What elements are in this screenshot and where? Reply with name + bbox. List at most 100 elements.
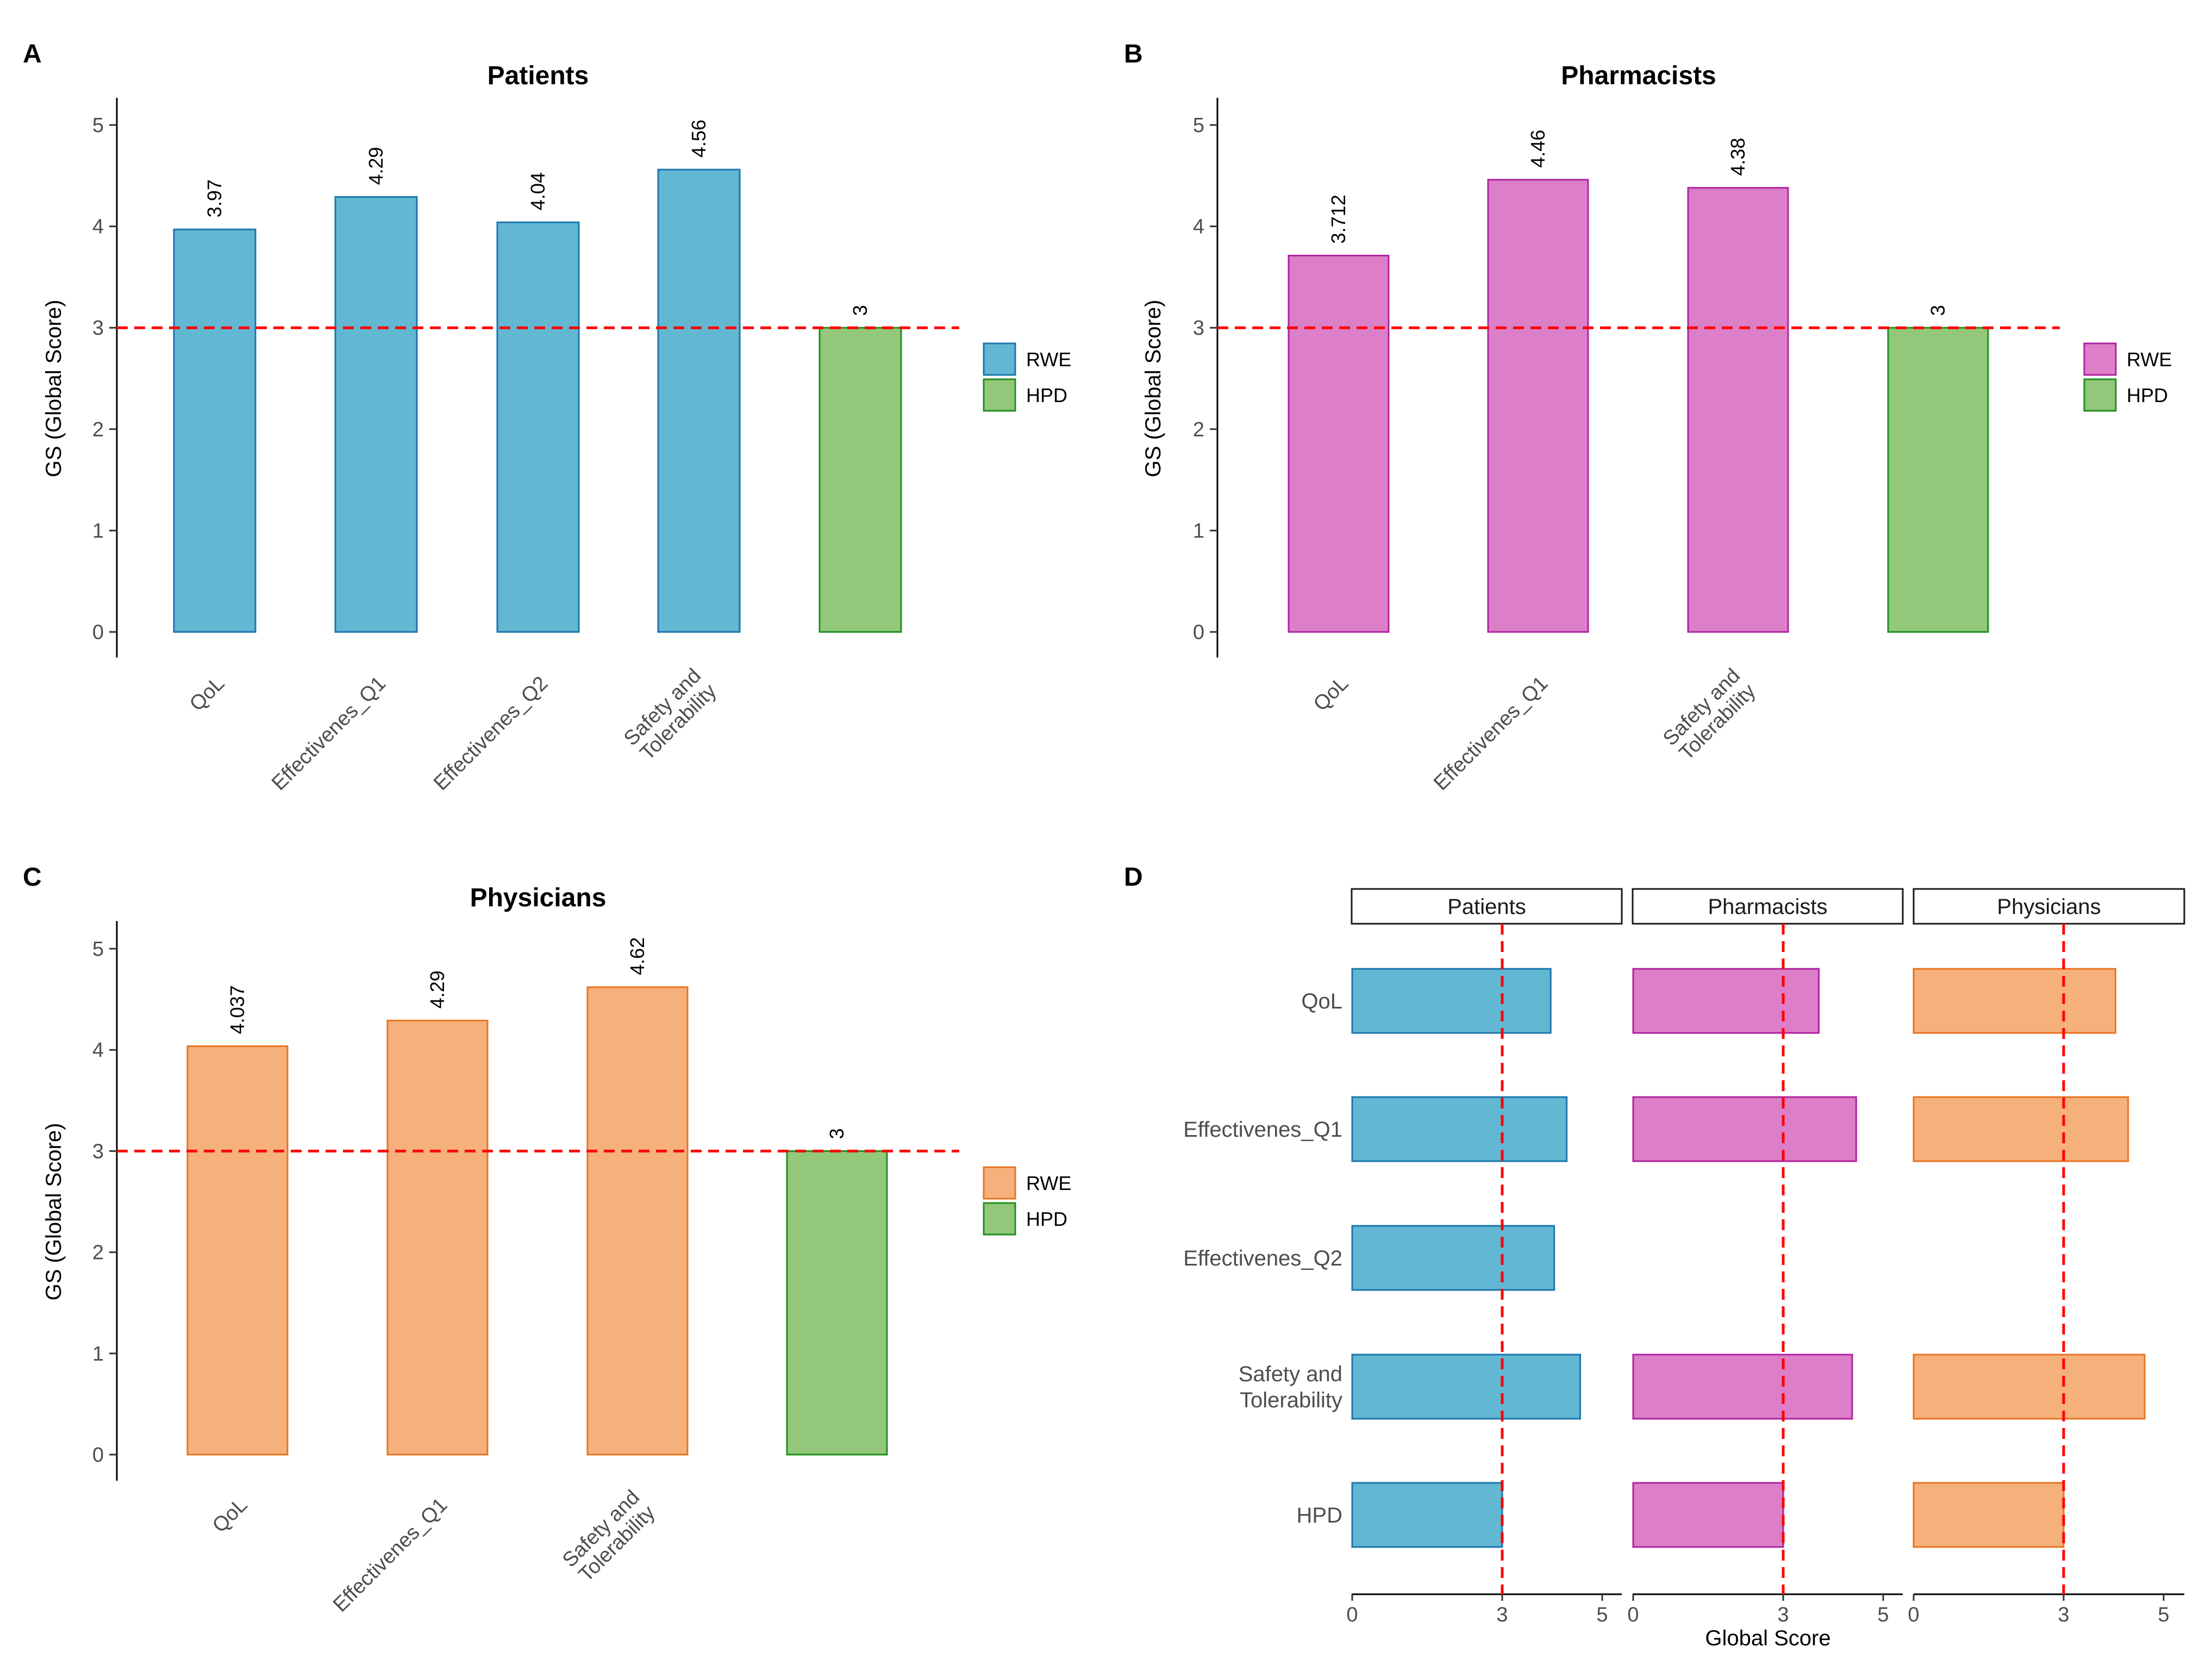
rwe-bar xyxy=(1632,1354,1853,1420)
legend-label-hpd: HPD xyxy=(1026,1208,1067,1230)
rwe-bar xyxy=(334,196,418,633)
rwe-bar xyxy=(186,1045,289,1456)
rwe-bar xyxy=(1288,254,1390,633)
y-tick-label: 4 xyxy=(92,216,104,239)
y-tick-label: 3 xyxy=(92,1140,104,1163)
hpd-bar xyxy=(1887,327,1989,633)
x-tick-label: 5 xyxy=(2158,1603,2169,1626)
y-axis-label: GS (Global Score) xyxy=(42,1123,66,1301)
y-tick-label: 4 xyxy=(1193,216,1204,239)
x-category-label: Safety andTolerability xyxy=(1659,665,1760,766)
rwe-bar xyxy=(1687,187,1789,633)
legend-swatch-hpd xyxy=(983,378,1016,412)
y-tick-label: 2 xyxy=(92,418,104,441)
y-tick-label: 2 xyxy=(1193,418,1204,441)
bar-value-label: 3 xyxy=(849,305,871,316)
y-category-label: QoL xyxy=(1301,989,1342,1013)
y-tick-label: 3 xyxy=(92,317,104,340)
panel-letter: D xyxy=(1124,863,1143,892)
x-tick-label: 0 xyxy=(1908,1603,1919,1626)
facet-pharmacists: Pharmacists 0 3 5 xyxy=(1627,888,1904,1626)
chart-title: Patients xyxy=(488,61,589,90)
y-tick-label: 5 xyxy=(1193,114,1204,137)
y-tick-label: 5 xyxy=(92,938,104,961)
y-tick-label: 1 xyxy=(92,519,104,542)
rwe-bar xyxy=(1351,968,1552,1034)
panel-letter: C xyxy=(23,863,42,892)
x-category-label: Effectivenes_Q2 xyxy=(429,672,552,795)
bar-value-label: 3.712 xyxy=(1327,195,1349,243)
rwe-bar xyxy=(1632,1096,1857,1162)
hpd-bar xyxy=(786,1150,888,1456)
y-category-label: Safety and Tolerability xyxy=(1239,1362,1342,1412)
legend-swatch-rwe xyxy=(983,342,1016,376)
bar-value-label: 4.62 xyxy=(626,937,648,975)
hpd-bar xyxy=(818,327,902,633)
x-axis-label: Global Score xyxy=(1705,1626,1830,1650)
x-category-label: Safety andTolerability xyxy=(558,1486,659,1587)
facet-strip-label: Patients xyxy=(1447,895,1526,919)
panel-letter: A xyxy=(23,40,42,68)
legend-swatch-hpd xyxy=(983,1202,1016,1236)
panel-b-pharmacists-chart: B Pharmacists 0 1 2 3 4 5 GS (Global Score) 3.712… xyxy=(1124,40,2172,795)
legend-label-rwe: RWE xyxy=(1026,1172,1071,1194)
y-tick-label: 5 xyxy=(92,114,104,137)
y-tick-label: 2 xyxy=(92,1242,104,1264)
y-tick-label: 4 xyxy=(92,1039,104,1062)
panel-letter: B xyxy=(1124,40,1143,68)
legend-swatch-rwe xyxy=(2083,342,2117,376)
facet-strip-label: Pharmacists xyxy=(1708,895,1827,919)
y-axis-label: GS (Global Score) xyxy=(42,300,66,478)
x-category-label: QoL xyxy=(1309,672,1353,716)
bar-value-label: 3 xyxy=(1927,305,1949,316)
hpd-bar xyxy=(1913,1482,2065,1548)
y-axis-label: GS (Global Score) xyxy=(1141,300,1165,478)
facet-physicians: Physicians 0 3 5 xyxy=(1908,888,2185,1626)
facet-strip-label: Physicians xyxy=(1997,895,2101,919)
legend-swatch-hpd xyxy=(2083,378,2117,412)
y-tick-label: 0 xyxy=(92,1444,104,1467)
rwe-bar xyxy=(1351,1225,1555,1291)
facet-patients: Patients 0 3 5 xyxy=(1346,888,1623,1626)
panel-a-patients-chart: A Patients 0 1 2 3 4 5 GS (Global Score) 3.97 QoL 4… xyxy=(23,40,1071,795)
x-category-label: QoL xyxy=(185,672,229,716)
y-tick-label: 1 xyxy=(92,1343,104,1365)
rwe-bar xyxy=(1913,968,2116,1034)
x-category-label: Safety andTolerability xyxy=(620,665,721,766)
bar-value-label: 4.29 xyxy=(365,147,387,185)
rwe-bar xyxy=(1487,179,1589,633)
legend-label-rwe: RWE xyxy=(2127,348,2172,371)
rwe-bar xyxy=(586,986,689,1456)
rwe-bar xyxy=(386,1019,489,1456)
y-tick-label: 0 xyxy=(92,621,104,644)
panel-d-faceted-chart: D QoL Effectivenes_Q1 Effectivenes_Q2 Safety… xyxy=(1124,863,2185,1650)
bar-value-label: 3 xyxy=(826,1128,848,1139)
x-category-label: Effectivenes_Q1 xyxy=(329,1494,452,1617)
x-tick-label: 3 xyxy=(1777,1603,1789,1626)
bar-value-label: 4.38 xyxy=(1727,138,1749,176)
x-category-label: Effectivenes_Q1 xyxy=(267,672,390,795)
rwe-bar xyxy=(1632,968,1820,1034)
legend-swatch-rwe xyxy=(983,1166,1016,1200)
legend-label-rwe: RWE xyxy=(1026,348,1071,371)
facet-strip xyxy=(1913,888,2185,925)
legend-label-hpd: HPD xyxy=(1026,384,1067,406)
hpd-bar xyxy=(1632,1482,1784,1548)
rwe-bar xyxy=(496,221,580,633)
legend-label-hpd: HPD xyxy=(2127,384,2168,406)
y-tick-label: 1 xyxy=(1193,519,1204,542)
facet-strip xyxy=(1632,888,1904,925)
rwe-bar xyxy=(173,228,257,633)
bar-value-label: 4.04 xyxy=(527,172,549,210)
chart-title: Pharmacists xyxy=(1561,61,1716,90)
y-category-label: Effectivenes_Q1 xyxy=(1183,1118,1342,1142)
rwe-bar xyxy=(1913,1096,2129,1162)
facet-strip xyxy=(1351,888,1623,925)
x-tick-label: 0 xyxy=(1627,1603,1639,1626)
x-tick-label: 3 xyxy=(1496,1603,1508,1626)
x-tick-label: 3 xyxy=(2058,1603,2069,1626)
y-tick-label: 0 xyxy=(1193,621,1204,644)
bar-value-label: 4.037 xyxy=(226,985,248,1034)
bar-value-label: 4.29 xyxy=(426,970,448,1008)
